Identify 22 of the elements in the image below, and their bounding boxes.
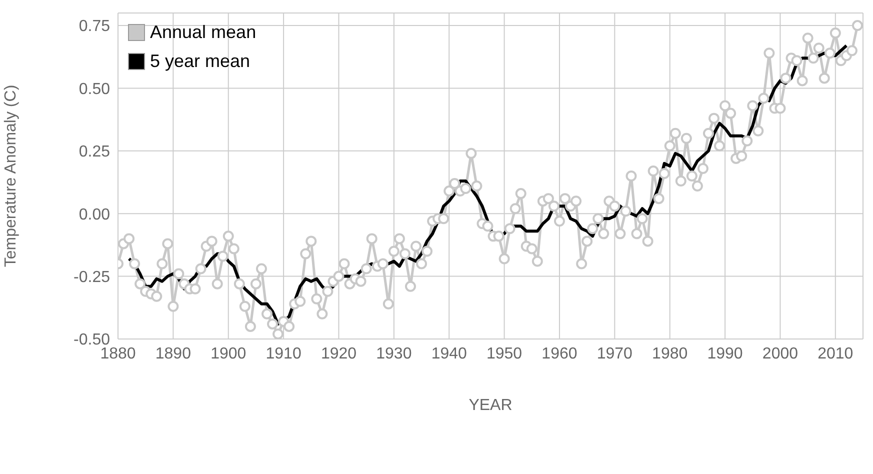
x-tick-label: 1930 — [376, 345, 412, 362]
y-axis-title: Temperature Anomaly (C) — [2, 84, 20, 268]
y-tick-label: 0.50 — [78, 80, 110, 98]
x-tick-label: 1940 — [431, 345, 468, 362]
x-tick-label: 1890 — [155, 345, 192, 362]
legend-label: 5 year mean — [150, 51, 250, 72]
y-tick-label: -0.25 — [74, 268, 110, 286]
x-tick-label: 1960 — [542, 345, 578, 362]
x-tick-label: 1970 — [596, 345, 633, 362]
legend-label: Annual mean — [150, 22, 256, 43]
y-tick-label: 0.75 — [78, 18, 110, 36]
x-tick-label: 1990 — [707, 345, 743, 362]
x-tick-label: 1920 — [320, 345, 357, 362]
x-tick-label: 1900 — [210, 345, 246, 362]
x-tick-label: 2000 — [762, 345, 798, 362]
y-tick-label: 0.25 — [78, 144, 110, 161]
x-tick-label: 1910 — [266, 345, 302, 362]
x-tick-label: 1980 — [652, 345, 688, 362]
x-axis-title: YEAR — [468, 397, 512, 414]
x-tick-label: 1950 — [486, 345, 522, 362]
x-tick-label: 2010 — [818, 345, 854, 362]
y-tick-label: 0.00 — [78, 206, 110, 224]
